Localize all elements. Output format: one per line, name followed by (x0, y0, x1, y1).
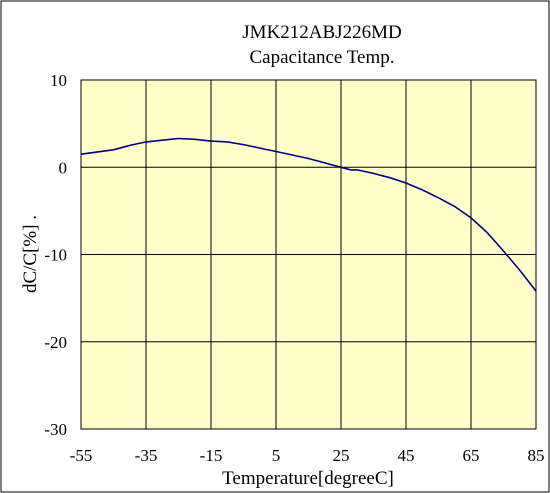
y-tick-label: -10 (44, 246, 67, 265)
y-tick-label: 0 (59, 158, 68, 177)
x-tick-label: -15 (200, 446, 223, 465)
chart-subtitle: Capacitance Temp. (250, 47, 395, 68)
series-line (80, 137, 537, 292)
x-tick-label: 5 (272, 446, 281, 465)
y-tick-label: -20 (44, 333, 67, 352)
x-tick-label: 85 (528, 446, 545, 465)
y-axis-label: dC/C[%] . (20, 215, 41, 293)
chart-title: JMK212ABJ226MD (242, 22, 401, 43)
tick-labels: -55 -35 -15 5 25 45 65 85 10 0 -10 -20 -30 (44, 71, 544, 465)
x-tick-label: 45 (398, 446, 415, 465)
grid-lines (81, 80, 536, 429)
x-axis-label: Temperature[degreeC] (222, 468, 394, 489)
y-tick-label: 10 (50, 71, 67, 90)
x-tick-label: 65 (463, 446, 480, 465)
y-tick-label: -30 (44, 420, 67, 439)
x-tick-label: -55 (70, 446, 93, 465)
x-tick-label: 25 (333, 446, 350, 465)
x-tick-label: -35 (135, 446, 158, 465)
